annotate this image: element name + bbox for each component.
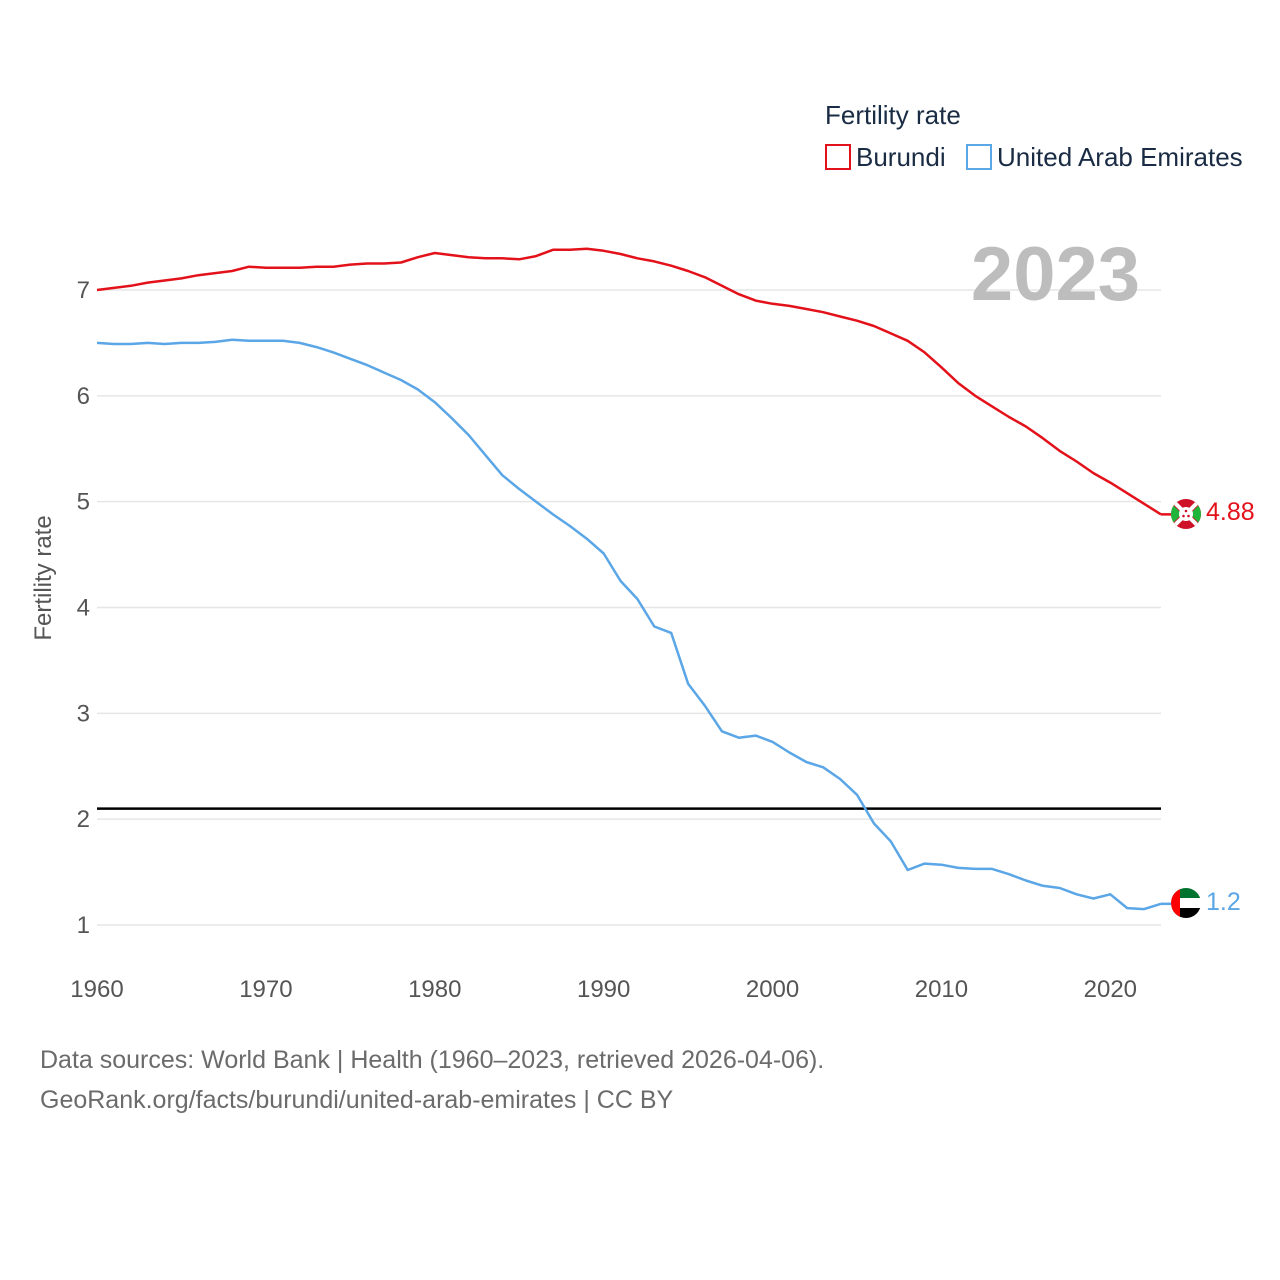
y-tick-label-5: 5 — [77, 489, 90, 516]
x-tick-label-2000: 2000 — [746, 976, 799, 1003]
y-axis-title: Fertility rate — [30, 515, 57, 640]
x-axis-ticks: 1960 1970 1980 1990 2000 2010 2020 — [70, 976, 1137, 1003]
series-lines[interactable] — [97, 249, 1172, 909]
burundi-end-value-label: 4.88 — [1206, 498, 1255, 526]
legend-swatch-burundi — [826, 145, 850, 169]
y-tick-label-3: 3 — [77, 700, 90, 727]
x-tick-label-1990: 1990 — [577, 976, 630, 1003]
series-line-united-arab-emirates[interactable] — [97, 340, 1161, 909]
year-label: 2023 — [971, 232, 1140, 317]
legend-label-burundi: Burundi — [856, 142, 946, 172]
x-tick-label-1980: 1980 — [408, 976, 461, 1003]
legend-item-burundi[interactable]: Burundi — [826, 142, 946, 172]
uae-end-value-label: 1.2 — [1206, 888, 1241, 916]
y-tick-label-2: 2 — [77, 806, 90, 833]
y-tick-label-4: 4 — [77, 595, 90, 622]
legend-item-uae[interactable]: United Arab Emirates — [967, 142, 1243, 172]
x-tick-label-1960: 1960 — [70, 976, 123, 1003]
y-tick-label-6: 6 — [77, 383, 90, 410]
footer: Data sources: World Bank | Health (1960–… — [40, 1040, 824, 1120]
x-tick-label-2020: 2020 — [1084, 976, 1137, 1003]
burundi-flag-icon — [1171, 499, 1201, 529]
data-sources-text: Data sources: World Bank | Health (1960–… — [40, 1040, 824, 1080]
legend-swatch-uae — [967, 145, 991, 169]
legend-title: Fertility rate — [825, 100, 961, 130]
x-tick-label-1970: 1970 — [239, 976, 292, 1003]
legend-label-uae: United Arab Emirates — [997, 142, 1243, 172]
x-tick-label-2010: 2010 — [915, 976, 968, 1003]
legend: Fertility rate Burundi United Arab Emira… — [825, 100, 1243, 172]
y-axis-ticks: 1 2 3 4 5 6 7 — [77, 277, 90, 939]
uae-flag-icon — [1171, 888, 1201, 918]
attribution-link[interactable]: GeoRank.org/facts/burundi/united-arab-em… — [40, 1080, 824, 1120]
y-tick-label-7: 7 — [77, 277, 90, 304]
y-tick-label-1: 1 — [77, 912, 90, 939]
gridlines — [97, 290, 1161, 925]
